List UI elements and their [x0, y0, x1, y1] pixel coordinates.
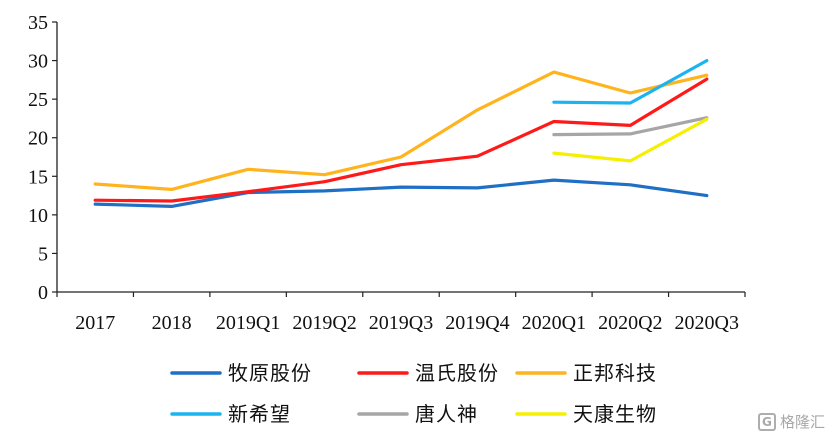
watermark: G 格隆汇: [757, 411, 825, 432]
legend-label-4: 唐人神: [415, 402, 478, 426]
y-tick-label: 35: [28, 12, 48, 34]
watermark-logo-icon: G: [757, 412, 776, 431]
y-tick-label: 30: [28, 51, 48, 73]
series-line-0: [93, 178, 709, 208]
watermark-text: 格隆汇: [779, 413, 825, 431]
series-line-3: [552, 58, 709, 105]
legend-label-0: 牧原股份: [228, 361, 312, 385]
y-axis-ticks: 0 5 10 15 20 25 30 35: [28, 12, 57, 304]
y-tick-label: 0: [38, 282, 48, 304]
series-line-4: [552, 116, 709, 137]
axes: [56, 22, 745, 293]
legend-label-3: 新希望: [228, 402, 291, 426]
legend-label-1: 温氏股份: [415, 361, 499, 385]
x-tick-label: 2017: [75, 312, 115, 334]
y-tick-label: 15: [28, 166, 48, 188]
x-tick-label: 2019Q2: [292, 312, 356, 334]
x-tick-label: 2019Q1: [216, 312, 280, 334]
series-line-2: [93, 70, 709, 191]
x-axis-ticks: 2017 2018 2019Q1 2019Q2 2019Q3 2019Q4 2020Q1 20…: [56, 292, 746, 334]
series-line-1: [93, 77, 709, 203]
x-tick-label: 2020Q2: [598, 312, 662, 334]
y-tick-label: 25: [28, 89, 48, 111]
series-lines: [93, 58, 709, 208]
series-line-5: [552, 117, 709, 163]
x-tick-label: 2018: [152, 312, 192, 334]
y-tick-label: 5: [38, 243, 48, 265]
x-tick-label: 2019Q3: [369, 312, 433, 334]
y-tick-label: 10: [28, 205, 48, 227]
legend-label-5: 天康生物: [573, 402, 657, 426]
x-tick-label: 2019Q4: [445, 312, 509, 334]
y-tick-label: 20: [28, 128, 48, 150]
x-tick-label: 2020Q3: [675, 312, 739, 334]
x-tick-label: 2020Q1: [522, 312, 586, 334]
legend-label-2: 正邦科技: [573, 361, 657, 385]
